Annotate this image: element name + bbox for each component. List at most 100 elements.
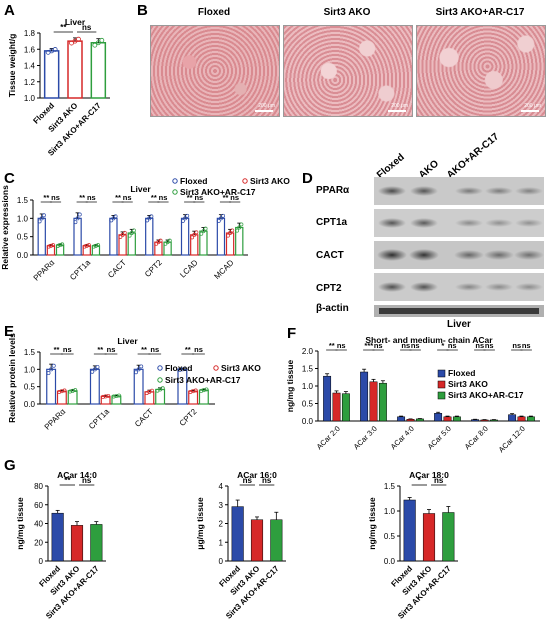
data-point: [76, 36, 81, 42]
significance-label: ns: [150, 345, 159, 354]
data-point: [58, 243, 63, 248]
histology-label-floxed: Floxed: [197, 7, 231, 18]
significance-label: ns: [522, 341, 531, 350]
data-point: [117, 393, 121, 398]
data-point: [46, 244, 51, 249]
bar: [37, 217, 46, 256]
data-point: [37, 219, 42, 224]
significance-label: ns: [485, 341, 494, 350]
data-point: [106, 393, 111, 398]
y-tick-label: 20: [34, 538, 43, 547]
y-tick-label: 0.5: [302, 400, 314, 409]
data-point: [73, 388, 78, 393]
significance-label: **: [97, 345, 103, 354]
data-point: [99, 37, 105, 43]
data-point: [39, 216, 44, 221]
y-tick-label: 0.5: [17, 233, 29, 242]
bar: [452, 416, 461, 422]
y-tick-label: 0.0: [384, 557, 396, 566]
bar: [480, 419, 489, 422]
legend-swatch: [437, 369, 446, 378]
bar: [216, 217, 226, 256]
x-tick-label: PPARα: [43, 407, 68, 432]
bar: [442, 512, 455, 562]
data-point: [96, 243, 101, 248]
blot-row-label: CPT1a: [316, 217, 348, 228]
significance-label: ns: [243, 476, 253, 485]
y-tick-label: 1.0: [384, 507, 396, 516]
data-point: [199, 231, 204, 236]
bar: [67, 40, 83, 99]
bar: [489, 419, 498, 422]
bar: [127, 232, 136, 256]
x-tick-label: ACar 3:0: [352, 424, 379, 451]
x-tick-label: CPT2: [178, 407, 199, 428]
bar: [471, 419, 480, 422]
significance-label: ns: [448, 341, 457, 350]
data-point: [201, 388, 206, 393]
legend-label: Sirt3 AKO+AR-C17: [165, 375, 241, 385]
significance-label: **: [151, 193, 157, 202]
data-point: [114, 394, 119, 398]
x-tick-label: ACar 2:0: [315, 424, 342, 451]
data-point: [120, 232, 125, 237]
y-tick-label: 0: [219, 557, 224, 566]
data-point: [70, 388, 75, 393]
data-point: [90, 369, 95, 374]
data-point: [204, 387, 209, 392]
legend-label: Sirt3 AKO: [250, 176, 290, 186]
data-point: [160, 386, 165, 391]
bar: [190, 234, 199, 256]
data-point: [92, 42, 98, 48]
data-point: [103, 394, 108, 399]
data-point: [149, 214, 154, 219]
significance-label: ns: [159, 193, 168, 202]
y-tick-label: 1.5: [24, 348, 36, 357]
data-point: [82, 244, 87, 249]
significance-label: ns: [194, 193, 203, 202]
bar: [508, 414, 517, 422]
y-tick-label: 2.0: [302, 347, 314, 356]
significance-label: ns: [401, 341, 410, 350]
blot-strip-ppara: [374, 177, 544, 205]
bar: [517, 416, 526, 422]
legend-label: Floxed: [165, 363, 192, 373]
significance-label: ns: [337, 341, 346, 350]
significance-label: ns: [411, 341, 420, 350]
data-point: [225, 233, 230, 238]
bar: [270, 519, 283, 562]
data-point: [111, 216, 116, 221]
data-point: [91, 244, 96, 249]
significance-label: ns: [512, 341, 521, 350]
bar: [360, 371, 369, 422]
data-point: [109, 218, 114, 223]
legend-label: Floxed: [180, 176, 207, 186]
panel-letter-e: E: [4, 323, 15, 340]
bar: [378, 382, 387, 422]
significance-label: **: [79, 193, 85, 202]
bar: [526, 416, 535, 422]
bar: [231, 506, 244, 562]
y-axis-label: ng/mg tissue: [367, 497, 377, 550]
bar: [133, 368, 144, 405]
data-point: [190, 235, 195, 240]
data-point: [136, 367, 141, 372]
legend-swatch: [437, 380, 446, 389]
y-axis-label: Tissue weight/g: [7, 34, 17, 98]
scale-bar: [388, 110, 406, 112]
significance-label: ns: [434, 476, 444, 485]
data-point: [185, 213, 190, 218]
x-tick-label: PPARα: [32, 258, 57, 283]
significance-label: **: [64, 476, 71, 485]
data-point: [51, 243, 56, 248]
significance-label: ns: [262, 476, 272, 485]
panel-letter-d: D: [302, 170, 313, 187]
x-tick-label: ACar 4:0: [389, 424, 416, 451]
data-point: [191, 389, 196, 394]
data-point: [221, 213, 226, 218]
significance-label: **: [223, 193, 229, 202]
y-tick-label: 0.0: [24, 400, 36, 409]
chart-title: ACar 16:0: [237, 470, 277, 480]
data-point: [230, 228, 235, 233]
